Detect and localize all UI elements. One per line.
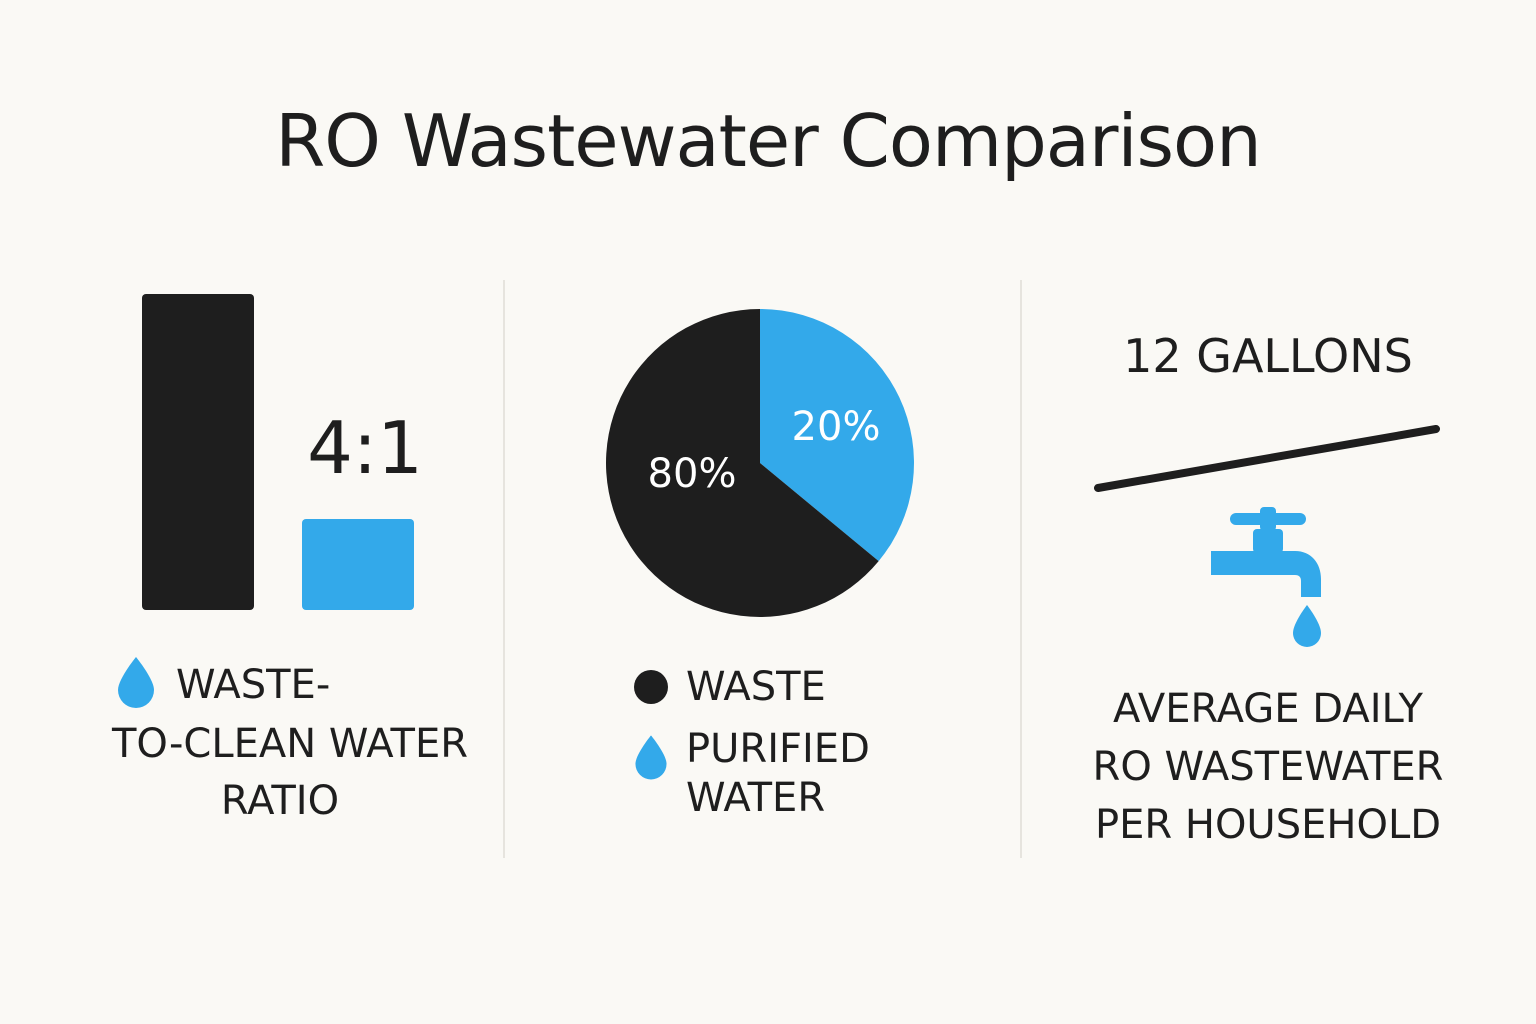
legend-purified-line2: WATER	[686, 775, 826, 821]
ratio-caption-line2: TO-CLEAN WATER	[111, 721, 469, 767]
pie-chart: 80% 20%	[606, 309, 914, 617]
water-drop-icon	[635, 735, 667, 780]
gallons-caption: AVERAGE DAILY RO WASTEWATER PER HOUSEHOL…	[1040, 680, 1496, 854]
pie-slice-purified	[760, 309, 914, 562]
pie-label-waste: 80%	[648, 451, 737, 497]
gallons-amount: 12 GALLONS	[1123, 329, 1413, 383]
gallons-caption-line2: RO WASTEWATER	[1092, 744, 1444, 790]
gallons-caption-line1: AVERAGE DAILY	[1113, 686, 1423, 732]
ratio-caption-line1: WASTE-	[176, 662, 331, 708]
panel-divider-right	[1020, 280, 1022, 858]
ratio-caption-line3: RATIO	[220, 778, 340, 824]
pie-label-purified: 20%	[792, 404, 881, 450]
ratio-label: 4:1	[307, 406, 423, 490]
panel-divider-left	[503, 280, 505, 858]
faucet-icon	[1211, 507, 1321, 647]
bar-waste	[142, 294, 254, 610]
bar-clean	[302, 519, 414, 610]
divider-line	[1094, 425, 1440, 492]
water-drop-icon	[118, 657, 154, 708]
circle-icon	[634, 670, 668, 704]
legend-waste: WASTE	[686, 664, 826, 710]
gallons-caption-line3: PER HOUSEHOLD	[1094, 802, 1442, 848]
pie-slice-waste	[606, 309, 879, 617]
legend-purified-line1: PURIFIED	[686, 726, 870, 772]
page-title: RO Wastewater Comparison	[275, 99, 1261, 183]
